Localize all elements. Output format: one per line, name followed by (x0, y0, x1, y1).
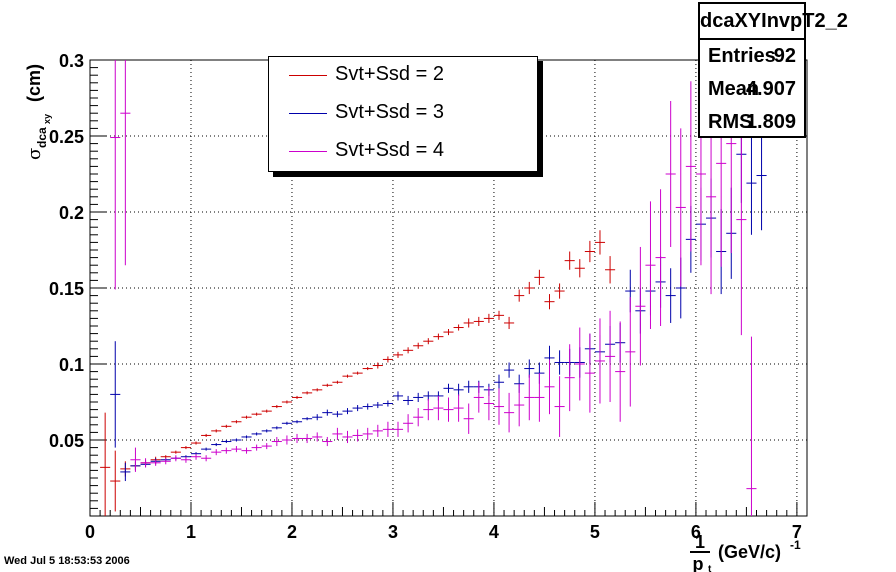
legend-item-3: Svt+Ssd = 3 (269, 95, 537, 133)
y-tick-label: 0.15 (49, 279, 84, 299)
y-title-subsub: xy (42, 114, 52, 124)
stats-row-rms: RMS 1.809 (700, 106, 804, 139)
x-title-numerator: 1 (695, 532, 705, 552)
timestamp: Wed Jul 5 18:53:53 2006 (4, 555, 130, 567)
legend-swatch (289, 151, 327, 152)
y-tick-label: 0.3 (59, 51, 84, 71)
y-tick-label: 0.1 (59, 355, 84, 375)
y-tick-label: 0.25 (49, 127, 84, 147)
legend-label: Svt+Ssd = 2 (335, 63, 444, 85)
x-tick-label: 5 (590, 522, 600, 542)
stats-key: Mean (708, 78, 760, 100)
x-tick-label: 6 (691, 522, 701, 542)
legend-item-4: Svt+Ssd = 4 (269, 133, 537, 171)
stats-key: RMS (708, 111, 753, 133)
legend-label: Svt+Ssd = 3 (335, 101, 444, 123)
series-2 (100, 230, 616, 516)
x-title-den-sub: t (708, 564, 712, 572)
legend-item-2: Svt+Ssd = 2 (269, 57, 537, 95)
x-tick-label: 4 (489, 522, 499, 542)
x-axis: 0 1 2 3 4 5 6 7 (85, 502, 802, 542)
stats-value: 4.907 (745, 78, 796, 100)
legend-label: Svt+Ssd = 4 (335, 139, 444, 161)
x-tick-label: 7 (792, 522, 802, 542)
legend-swatch (289, 75, 327, 76)
x-tick-label: 3 (388, 522, 398, 542)
x-tick-label: 2 (287, 522, 297, 542)
y-axis: 0.05 0.1 0.15 0.2 0.25 0.3 (49, 51, 106, 517)
stats-row-mean: Mean 4.907 (700, 73, 804, 106)
legend-swatch (289, 113, 327, 114)
stats-title: dcaXYInvpT2_2 (700, 4, 848, 40)
x-title-denominator: p (693, 554, 704, 572)
y-tick-label: 0.2 (59, 203, 84, 223)
y-tick-label: 0.05 (49, 431, 84, 451)
stats-value: 1.809 (745, 111, 796, 133)
x-tick-label: 0 (85, 522, 95, 542)
legend: Svt+Ssd = 2 Svt+Ssd = 3 Svt+Ssd = 4 (268, 56, 538, 172)
y-title-units: (cm) (24, 64, 44, 102)
stats-row-entries: Entries 92 (700, 40, 804, 73)
x-tick-label: 1 (186, 522, 196, 542)
stats-box: dcaXYInvpT2_2 Entries 92 Mean 4.907 RMS … (698, 2, 848, 139)
series-4 (110, 60, 757, 516)
y-title-sigma: σ (24, 148, 45, 160)
stats-key: Entries (708, 45, 776, 67)
x-title-units: (GeV/c) (718, 542, 781, 562)
y-title-sub: dca (35, 127, 49, 148)
x-title-exp: -1 (790, 538, 801, 552)
stats-value: 92 (773, 45, 796, 67)
